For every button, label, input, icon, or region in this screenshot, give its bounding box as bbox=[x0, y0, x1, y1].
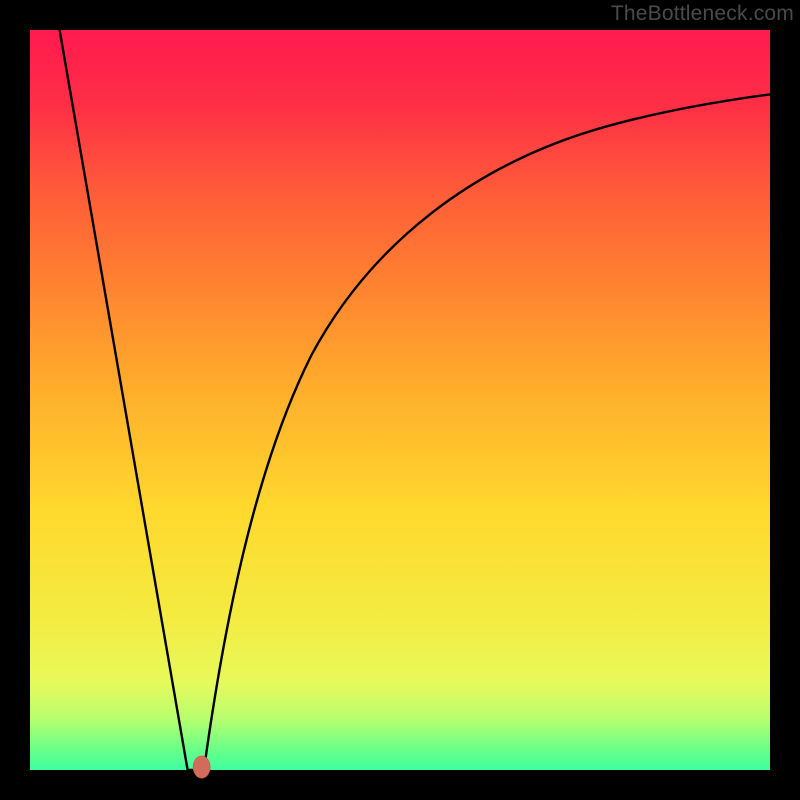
bottleneck-chart bbox=[0, 0, 800, 800]
watermark-text: TheBottleneck.com bbox=[611, 2, 794, 26]
plot-gradient-bg bbox=[30, 30, 770, 770]
marker-dot bbox=[193, 756, 210, 778]
